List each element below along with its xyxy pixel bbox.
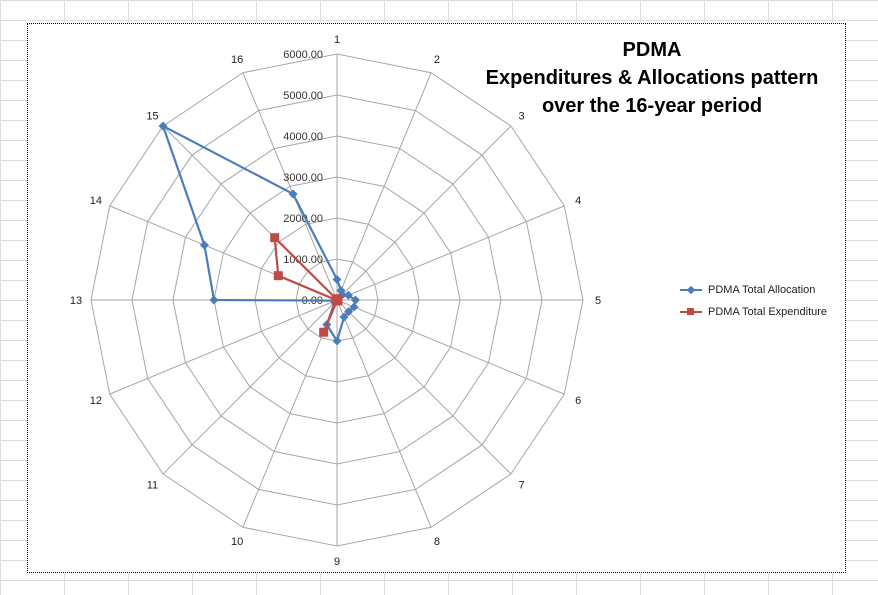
radar-spoke [162, 299, 338, 475]
radar-spoke [336, 125, 512, 301]
legend-label-allocation: PDMA Total Allocation [708, 284, 816, 296]
category-label: 4 [575, 195, 581, 207]
category-label: 14 [90, 195, 102, 207]
data-point [288, 189, 298, 199]
data-point [332, 275, 342, 284]
category-label: 5 [595, 295, 601, 307]
data-point [209, 295, 219, 305]
category-label: 7 [518, 480, 524, 492]
data-point [270, 233, 280, 243]
data-point [332, 294, 342, 304]
radar-spoke [336, 299, 432, 528]
category-label: 2 [434, 54, 440, 66]
legend[interactable]: PDMA Total Allocation PDMA Total Expendi… [680, 279, 827, 323]
series-2 [270, 233, 343, 337]
chart-area[interactable] [27, 23, 846, 573]
category-label: 8 [434, 536, 440, 548]
expenditure-swatch-icon [680, 307, 702, 317]
data-point [332, 336, 342, 346]
data-point [350, 295, 360, 305]
data-point [273, 271, 283, 281]
radial-tick-label: 5000.00 [283, 90, 323, 102]
chart-title-line-3: over the 16-year period [541, 95, 763, 117]
radar-spoke [336, 299, 512, 475]
radar-spoke [336, 205, 565, 301]
radial-tick-label: 2000.00 [283, 213, 323, 225]
radar-spoke [109, 299, 338, 395]
category-label: 15 [146, 110, 158, 122]
data-point [349, 302, 359, 312]
chart-title-line-1: PDMA [622, 39, 682, 61]
legend-item-expenditure: PDMA Total Expenditure [680, 301, 827, 323]
allocation-swatch-icon [680, 285, 702, 295]
chart-title-line-2: Expenditures & Allocations pattern [485, 67, 819, 89]
category-label: 1 [334, 34, 340, 46]
category-label: 9 [334, 556, 340, 568]
radar-spoke [336, 72, 432, 301]
category-label: 13 [70, 295, 82, 307]
radial-tick-label: 3000.00 [283, 172, 323, 184]
data-point [339, 312, 349, 322]
chart-title[interactable]: PDMA Expenditures & Allocations pattern … [472, 36, 832, 120]
data-point [319, 327, 329, 337]
data-point [158, 121, 168, 131]
series-line [273, 236, 339, 334]
data-point [343, 290, 353, 300]
legend-item-allocation: PDMA Total Allocation [680, 279, 827, 301]
radial-tick-label: 4000.00 [283, 131, 323, 143]
category-label: 6 [575, 395, 581, 407]
radial-tick-label: 6000.00 [283, 49, 323, 61]
series-1 [158, 121, 360, 346]
category-label: 11 [147, 480, 158, 492]
data-point [199, 240, 209, 250]
radial-tick-label: 1000.00 [283, 254, 323, 266]
category-label: 12 [90, 395, 102, 407]
category-label: 16 [231, 54, 243, 66]
radar-spoke [242, 72, 338, 301]
radar-spoke [336, 299, 565, 395]
radar-spoke [242, 299, 338, 528]
radar-grid [90, 53, 584, 547]
category-label: 3 [518, 110, 524, 122]
data-point [344, 307, 354, 317]
legend-label-expenditure: PDMA Total Expenditure [708, 306, 828, 318]
category-label: 10 [231, 536, 243, 548]
